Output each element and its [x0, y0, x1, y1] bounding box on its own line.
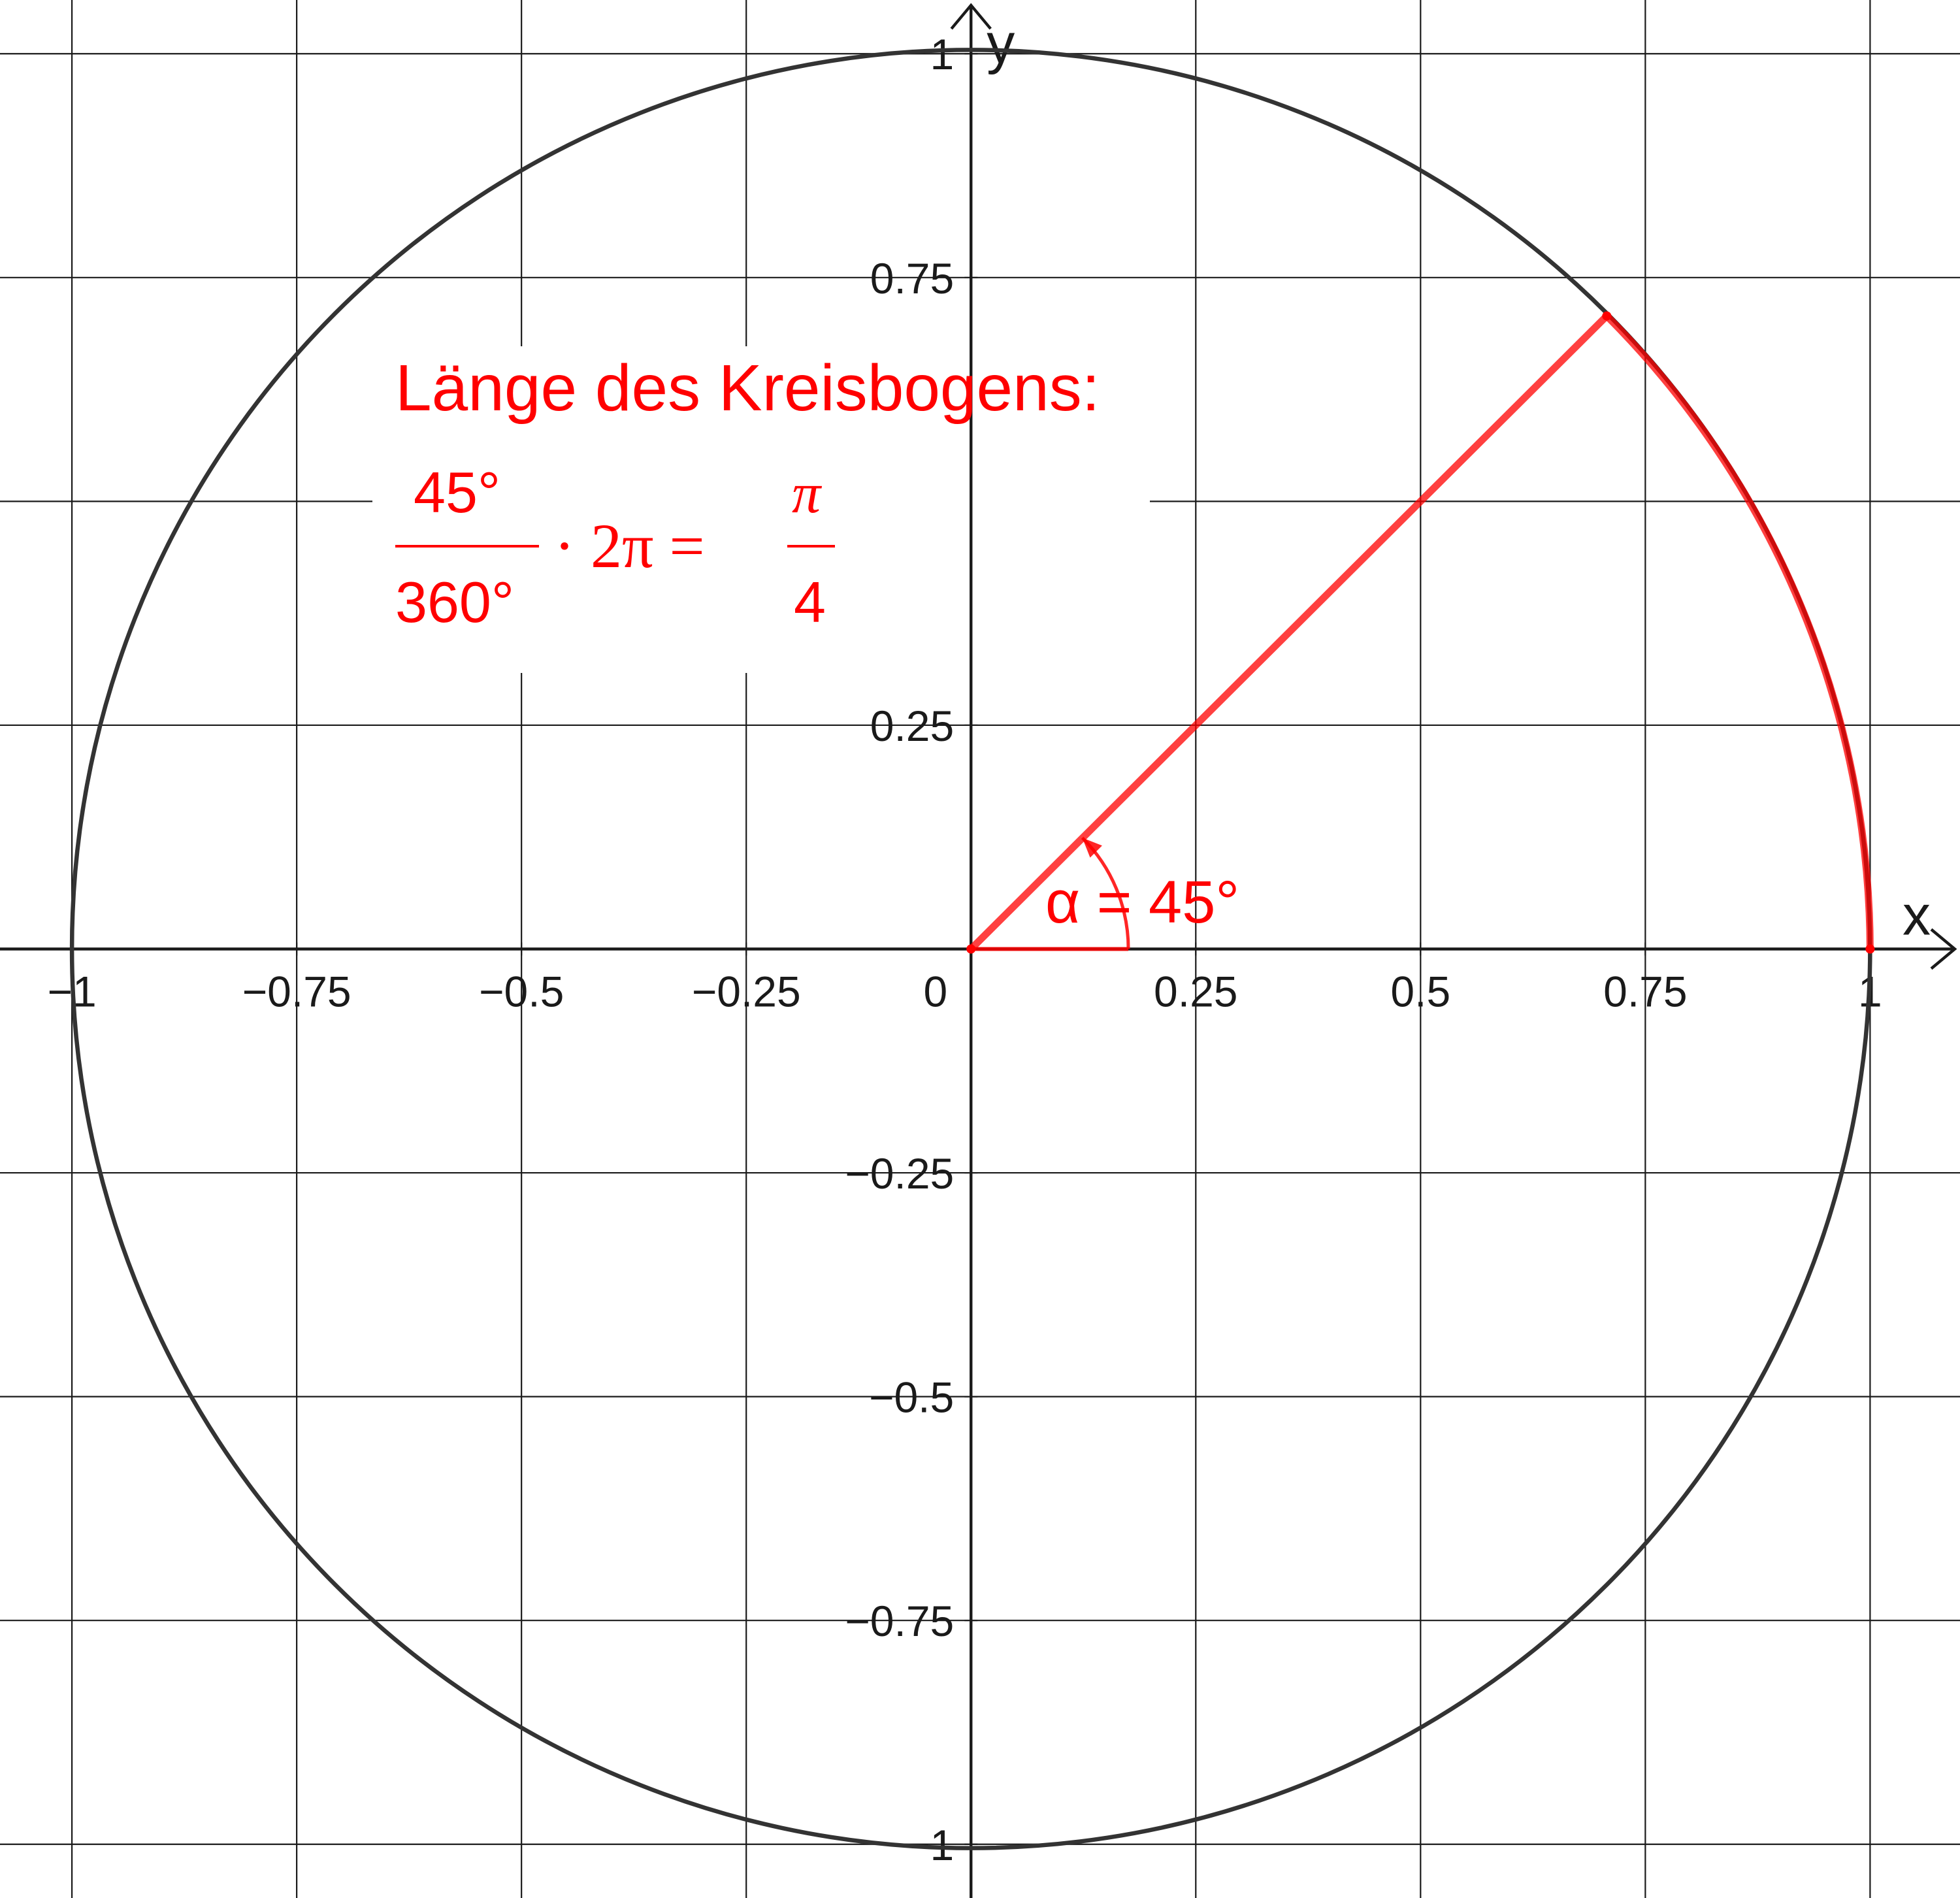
angle-construction	[966, 311, 1875, 954]
formula-denominator: 360°	[395, 570, 514, 634]
x-tick-label: 0.75	[1603, 968, 1687, 1016]
y-tick-label: 0.25	[870, 702, 954, 750]
y-axis-arrow	[950, 3, 992, 30]
y-tick-label: −0.5	[869, 1373, 954, 1422]
x-tick-label: −0.75	[242, 968, 351, 1016]
origin-label: 0	[924, 968, 948, 1016]
angle-label: α = 45°	[1045, 869, 1239, 936]
highlighted-arc	[1604, 313, 1874, 949]
formula-rhs-denominator: 4	[794, 570, 826, 634]
y-axis-label: y	[987, 12, 1015, 75]
formula-background	[372, 346, 1150, 673]
arc-end-point	[1602, 311, 1612, 321]
radius-segment	[967, 312, 1610, 953]
axes: xy−1 −0.75 −0.5 −0.25 0.25 0.5 0.75 110.750.25−…	[0, 3, 1957, 1898]
y-tick-label: 0.75	[870, 254, 954, 303]
x-tick-label: −0.25	[692, 968, 801, 1016]
angle-arrowhead	[1082, 838, 1102, 858]
formula-middle: · 2π =	[554, 511, 705, 581]
y-tick-label: −0.75	[845, 1597, 954, 1645]
x-tick-label: 0.5	[1390, 968, 1450, 1016]
formula-heading: Länge des Kreisbogens:	[395, 352, 1100, 425]
x-axis-arrow	[1930, 928, 1957, 970]
formula-numerator: 45°	[414, 460, 500, 525]
x-axis-label: x	[1903, 885, 1931, 947]
y-tick-label: 1	[930, 30, 955, 78]
y-tick-label: −0.25	[845, 1149, 954, 1198]
x-tick-label: −0.5	[479, 968, 564, 1016]
arc-start-point	[1865, 944, 1875, 954]
x-tick-label: 0.25	[1154, 968, 1237, 1016]
origin-point	[966, 944, 976, 954]
formula-rhs-numerator: π	[792, 462, 823, 525]
